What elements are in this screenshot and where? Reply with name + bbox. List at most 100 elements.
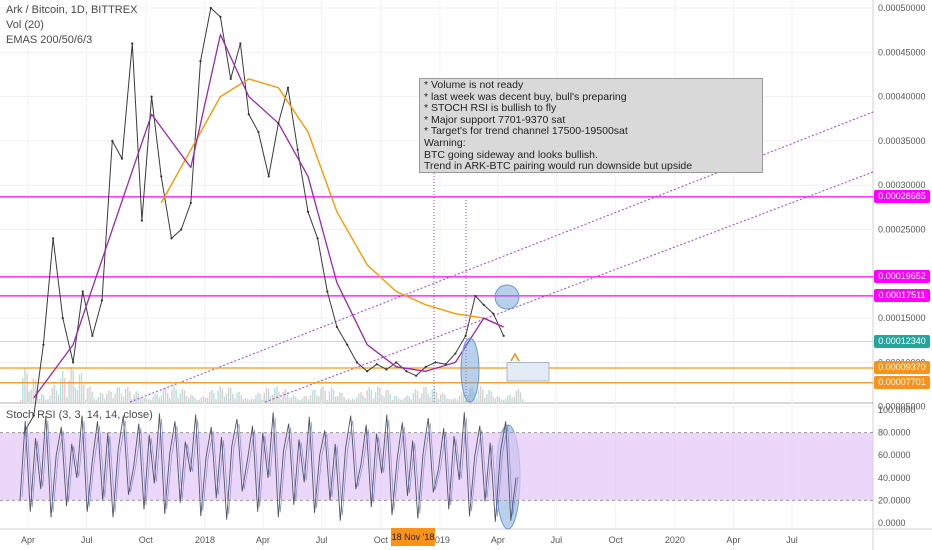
- volume-bar: [337, 396, 339, 402]
- price-level-badge: 0.00012340: [874, 335, 930, 349]
- time-tick-label: Oct: [139, 535, 154, 545]
- price-level-badge: 0.00007701: [874, 376, 930, 390]
- volume-bar: [112, 397, 114, 402]
- volume-bar: [347, 398, 349, 402]
- price-point: [395, 361, 398, 364]
- volume-bar: [59, 378, 62, 402]
- volume-bar: [288, 398, 291, 402]
- volume-bar: [358, 393, 360, 402]
- volume-bar: [200, 397, 202, 402]
- volume-bar: [404, 397, 406, 402]
- volume-bar: [282, 391, 284, 402]
- price-tick-label: 0.00040000: [878, 92, 926, 102]
- price-point: [32, 414, 35, 417]
- volume-bar: [274, 387, 276, 402]
- volume-bar: [204, 397, 207, 402]
- volume-bar: [211, 389, 213, 402]
- volume-bar: [406, 395, 408, 402]
- volume-bar: [135, 391, 137, 402]
- volume-bar: [156, 393, 158, 402]
- volume-bar: [259, 394, 261, 402]
- price-point: [415, 374, 418, 377]
- volume-bar: [175, 389, 177, 402]
- volume-bar: [110, 391, 112, 402]
- volume-bar: [385, 390, 387, 402]
- price-highlight-ellipse: [494, 284, 520, 310]
- volume-bar: [236, 392, 238, 402]
- volume-bar: [479, 386, 482, 402]
- volume-bar: [169, 398, 171, 402]
- time-tick-label: Apr: [256, 535, 270, 545]
- volume-bar: [148, 399, 150, 402]
- volume-bar: [398, 398, 400, 402]
- volume-bar: [32, 378, 34, 402]
- volume-bar: [232, 393, 234, 402]
- volume-bar: [154, 393, 156, 402]
- price-point: [286, 86, 290, 89]
- volume-bar: [45, 399, 47, 402]
- volume-bar: [452, 398, 454, 402]
- price-point: [257, 130, 260, 134]
- volume-bar: [379, 387, 381, 402]
- volume-bar: [87, 388, 89, 402]
- time-tick-label: Oct: [609, 535, 624, 545]
- volume-bar: [219, 386, 221, 402]
- volume-bar: [38, 398, 41, 402]
- volume-bar: [28, 391, 30, 402]
- volume-bar: [316, 395, 318, 402]
- volume-bar: [263, 392, 265, 402]
- price-point: [120, 157, 124, 160]
- time-tick-label: Apr: [726, 535, 740, 545]
- volume-bar: [467, 395, 469, 402]
- price-point: [296, 148, 299, 151]
- volume-bar: [377, 386, 379, 402]
- volume-bar: [440, 394, 442, 402]
- volume-bar: [507, 395, 509, 402]
- volume-bar: [421, 393, 423, 402]
- stoch-tick-label: 0.0000: [878, 518, 906, 528]
- volume-bar: [387, 389, 389, 402]
- price-point: [316, 237, 319, 240]
- stoch-tick-label: 20.0000: [878, 495, 911, 505]
- price-tick-label: 0.00030000: [878, 180, 926, 190]
- volume-bar: [221, 388, 223, 402]
- price-point: [326, 290, 329, 293]
- price-point: [405, 370, 408, 373]
- volume-bar: [125, 388, 127, 402]
- volume-bar: [51, 388, 53, 402]
- volume-bar: [177, 397, 179, 402]
- volume-bar: [461, 392, 463, 402]
- volume-bar: [240, 395, 242, 402]
- support-zone-box: [506, 361, 550, 382]
- volume-bar: [181, 388, 184, 402]
- volume-bar: [442, 392, 444, 402]
- volume-bar: [490, 391, 492, 402]
- volume-indicator-label: Vol (20): [6, 19, 44, 31]
- price-point: [140, 219, 144, 222]
- volume-bar: [137, 393, 139, 402]
- price-tick-label: 0.00035000: [878, 136, 926, 146]
- volume-bar: [515, 390, 517, 402]
- volume-bar: [318, 396, 320, 402]
- volume-bar: [400, 399, 402, 402]
- volume-bar: [164, 387, 167, 402]
- price-point: [375, 363, 378, 366]
- volume-bar: [295, 396, 297, 402]
- volume-bar: [360, 392, 362, 402]
- volume-bar: [118, 387, 121, 402]
- volume-bar: [41, 393, 43, 402]
- time-tick-label: Jul: [316, 535, 328, 545]
- volume-bar: [519, 392, 522, 402]
- volume-bar: [43, 395, 45, 402]
- price-point: [492, 312, 495, 315]
- volume-bar: [171, 389, 173, 402]
- volume-bar: [444, 394, 446, 402]
- volume-bar: [374, 391, 377, 402]
- time-tick-label: Jul: [551, 535, 563, 545]
- price-point: [267, 175, 270, 178]
- price-point: [346, 343, 349, 346]
- price-point: [474, 294, 477, 298]
- volume-bar: [500, 399, 503, 402]
- price-point: [199, 60, 202, 63]
- price-point: [160, 175, 163, 178]
